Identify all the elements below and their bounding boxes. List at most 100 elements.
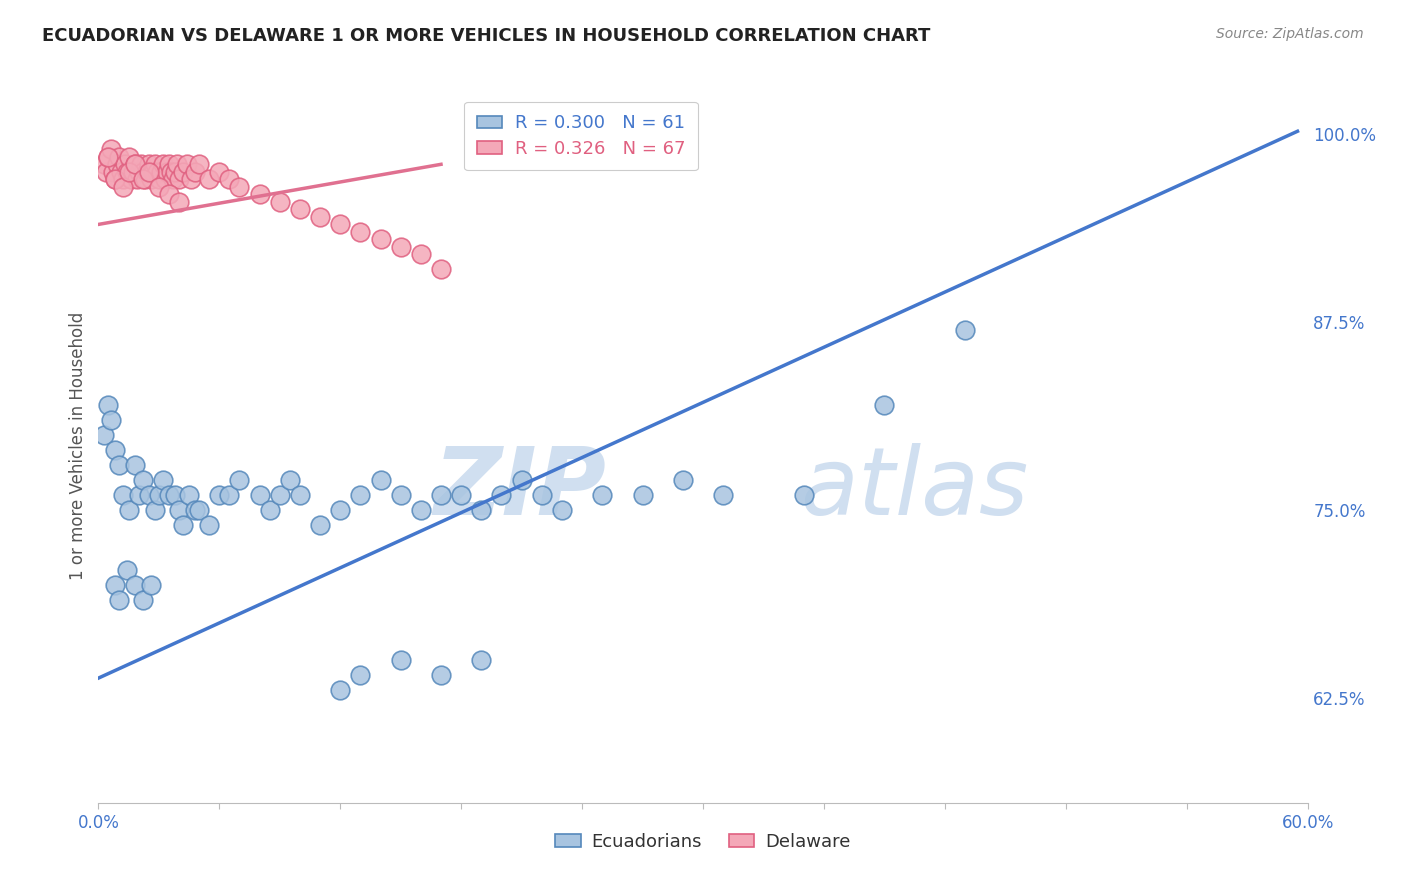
Point bbox=[409, 503, 432, 517]
Point bbox=[157, 157, 180, 171]
Point bbox=[184, 503, 207, 517]
Point bbox=[152, 157, 174, 171]
Point bbox=[551, 503, 574, 517]
Point bbox=[188, 503, 211, 517]
Point bbox=[409, 247, 432, 261]
Point bbox=[349, 225, 371, 239]
Point bbox=[157, 488, 180, 502]
Point bbox=[188, 157, 211, 171]
Point bbox=[101, 165, 124, 179]
Point bbox=[198, 517, 221, 532]
Point bbox=[228, 179, 250, 194]
Point bbox=[198, 172, 221, 186]
Point bbox=[124, 458, 146, 472]
Text: ZIP: ZIP bbox=[433, 442, 606, 535]
Point bbox=[138, 165, 160, 179]
Point bbox=[93, 157, 115, 171]
Point bbox=[153, 172, 176, 186]
Point bbox=[132, 593, 155, 607]
Point bbox=[118, 503, 141, 517]
Point bbox=[132, 473, 155, 487]
Point bbox=[132, 172, 155, 186]
Point bbox=[125, 172, 148, 186]
Point bbox=[115, 165, 138, 179]
Point bbox=[430, 668, 453, 682]
Point bbox=[278, 473, 301, 487]
Point bbox=[103, 442, 125, 457]
Point bbox=[349, 668, 371, 682]
Point bbox=[156, 165, 179, 179]
Point bbox=[167, 503, 190, 517]
Point bbox=[114, 157, 136, 171]
Point bbox=[349, 488, 371, 502]
Point bbox=[228, 473, 250, 487]
Point bbox=[873, 398, 896, 412]
Point bbox=[179, 488, 201, 502]
Point bbox=[793, 488, 815, 502]
Point bbox=[672, 473, 695, 487]
Point bbox=[146, 165, 169, 179]
Point bbox=[124, 157, 146, 171]
Point bbox=[97, 398, 120, 412]
Point bbox=[148, 179, 170, 194]
Point bbox=[111, 488, 134, 502]
Point bbox=[288, 202, 311, 217]
Point bbox=[97, 150, 120, 164]
Point bbox=[100, 413, 122, 427]
Point bbox=[121, 165, 143, 179]
Point bbox=[157, 187, 180, 202]
Point bbox=[180, 172, 202, 186]
Point bbox=[115, 563, 138, 577]
Point bbox=[128, 488, 150, 502]
Point bbox=[97, 150, 120, 164]
Point bbox=[110, 165, 132, 179]
Point bbox=[184, 165, 207, 179]
Point bbox=[148, 172, 170, 186]
Point bbox=[166, 157, 188, 171]
Point bbox=[269, 194, 291, 209]
Point bbox=[128, 165, 150, 179]
Point bbox=[172, 165, 194, 179]
Point bbox=[208, 488, 231, 502]
Point bbox=[100, 142, 122, 156]
Point bbox=[143, 157, 166, 171]
Point bbox=[111, 172, 134, 186]
Point bbox=[138, 488, 160, 502]
Point bbox=[218, 172, 240, 186]
Point bbox=[163, 165, 186, 179]
Point bbox=[329, 503, 352, 517]
Text: Source: ZipAtlas.com: Source: ZipAtlas.com bbox=[1216, 27, 1364, 41]
Point bbox=[107, 150, 129, 164]
Point bbox=[218, 488, 240, 502]
Point bbox=[162, 172, 184, 186]
Point bbox=[135, 165, 157, 179]
Point bbox=[491, 488, 513, 502]
Point bbox=[139, 578, 162, 592]
Point bbox=[370, 232, 392, 246]
Point bbox=[510, 473, 533, 487]
Point bbox=[149, 165, 172, 179]
Point bbox=[288, 488, 311, 502]
Point bbox=[132, 165, 155, 179]
Point bbox=[107, 458, 129, 472]
Point bbox=[167, 172, 190, 186]
Point bbox=[134, 172, 156, 186]
Point bbox=[176, 157, 198, 171]
Point bbox=[953, 322, 976, 336]
Point bbox=[329, 683, 352, 698]
Point bbox=[163, 488, 186, 502]
Point bbox=[129, 157, 152, 171]
Point bbox=[450, 488, 472, 502]
Point bbox=[138, 157, 160, 171]
Text: atlas: atlas bbox=[800, 443, 1028, 534]
Point bbox=[105, 157, 128, 171]
Point bbox=[389, 240, 412, 254]
Point bbox=[118, 150, 141, 164]
Y-axis label: 1 or more Vehicles in Household: 1 or more Vehicles in Household bbox=[69, 312, 87, 580]
Point bbox=[208, 165, 231, 179]
Point bbox=[259, 503, 281, 517]
Point bbox=[103, 172, 125, 186]
Point bbox=[389, 653, 412, 667]
Point bbox=[120, 172, 142, 186]
Point bbox=[329, 218, 352, 232]
